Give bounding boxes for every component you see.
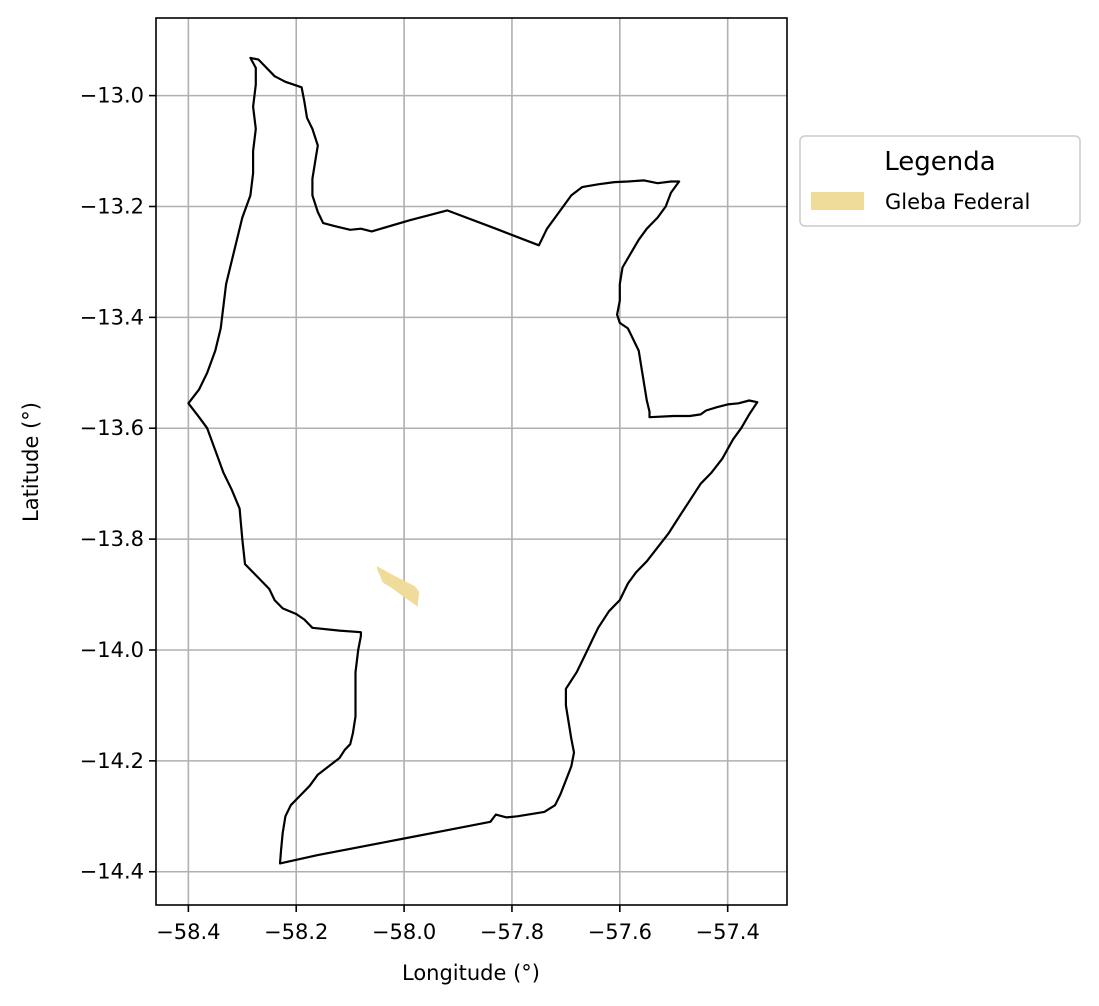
y-tick-label: −13.8 [80,527,144,551]
legend-label-gleba-federal: Gleba Federal [885,190,1030,214]
legend: Legenda Gleba Federal [799,135,1081,227]
y-tick-label: −14.0 [80,638,144,662]
y-tick-label: −14.2 [80,749,144,773]
municipality-boundary [187,56,759,865]
y-tick-label: −13.4 [80,305,144,329]
plot-frame [155,17,788,906]
y-axis-label: Latitude (°) [19,402,43,522]
legend-swatch-gleba-federal [811,192,864,210]
gleba-federal-polygon [377,565,420,607]
y-tick-label: −13.0 [80,84,144,108]
legend-box [799,135,1081,227]
gridlines [156,18,787,905]
map-layers [187,56,759,865]
x-tick-label: −58.4 [156,920,220,944]
plot-area-background [156,18,787,905]
y-axis-ticks: −13.0 −13.2 −13.4 −13.6 −13.8 −14.0 −14.2 −14.4 [80,84,156,884]
x-tick-label: −57.4 [695,920,759,944]
x-tick-label: −58.0 [372,920,436,944]
y-tick-label: −13.6 [80,416,144,440]
x-tick-label: −57.8 [480,920,544,944]
y-tick-label: −14.4 [80,860,144,884]
x-tick-label: −58.2 [264,920,328,944]
y-tick-label: −13.2 [80,194,144,218]
x-axis-ticks: −58.4 −58.2 −58.0 −57.8 −57.6 −57.4 [156,905,760,944]
x-tick-label: −57.6 [588,920,652,944]
x-axis-label: Longitude (°) [402,961,540,985]
legend-title: Legenda [884,147,995,177]
